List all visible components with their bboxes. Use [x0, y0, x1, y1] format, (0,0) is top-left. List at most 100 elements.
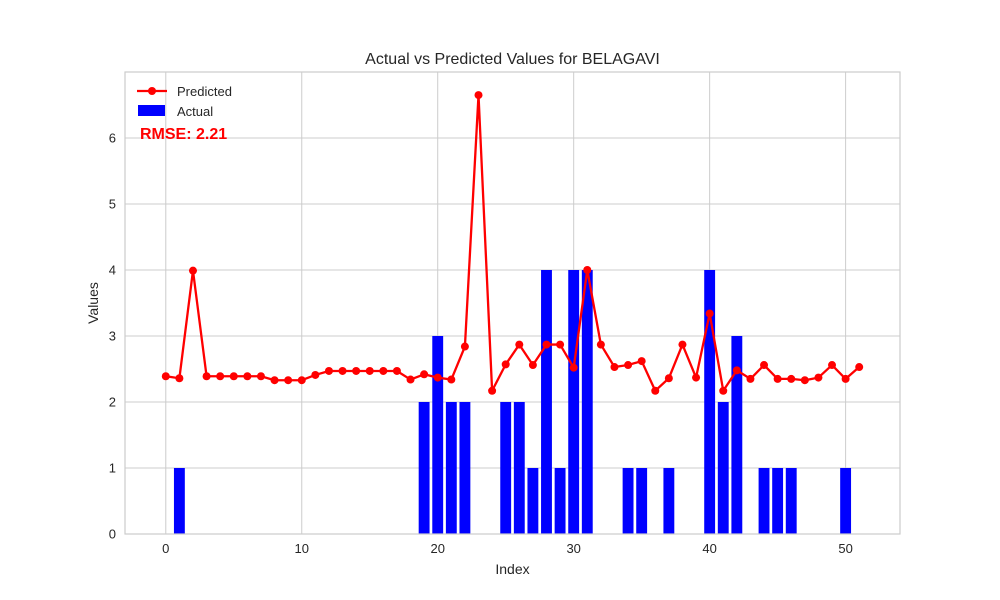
- predicted-point: [460, 342, 469, 351]
- y-tick-label: 0: [109, 527, 116, 542]
- x-tick-label: 0: [162, 541, 169, 556]
- predicted-point: [175, 374, 184, 383]
- legend-label-predicted: Predicted: [177, 84, 232, 99]
- predicted-point: [202, 372, 211, 381]
- predicted-point: [760, 361, 769, 370]
- predicted-point: [787, 374, 796, 383]
- predicted-point: [311, 370, 320, 379]
- tick-labels: 0 10 20 30 40 50 0 1 2 3 4 5 6: [109, 131, 853, 557]
- predicted-point: [596, 340, 605, 349]
- actual-bar: [432, 336, 444, 534]
- predicted-point: [610, 363, 619, 372]
- predicted-point: [542, 340, 551, 349]
- predicted-point: [433, 373, 442, 382]
- predicted-point: [488, 386, 497, 395]
- actual-bar: [445, 402, 457, 534]
- legend-actual-bar-swatch: [138, 105, 165, 116]
- predicted-point: [447, 375, 456, 384]
- predicted-point: [664, 374, 673, 383]
- actual-bar: [758, 468, 770, 534]
- rmse-annotation: RMSE: 2.21: [140, 126, 227, 143]
- plot-area: [125, 72, 900, 534]
- actual-bar: [513, 402, 525, 534]
- legend: Predicted Actual: [137, 84, 232, 119]
- predicted-point: [556, 340, 565, 349]
- predicted-point: [406, 375, 415, 384]
- actual-bar: [717, 402, 729, 534]
- predicted-point: [773, 374, 782, 383]
- predicted-point: [474, 91, 483, 100]
- predicted-point: [392, 366, 401, 375]
- predicted-point: [501, 360, 510, 369]
- predicted-point: [814, 373, 823, 382]
- predicted-point: [420, 370, 429, 379]
- actual-bar: [636, 468, 648, 534]
- actual-bar: [500, 402, 512, 534]
- predicted-point: [270, 376, 279, 385]
- predicted-point: [678, 340, 687, 349]
- predicted-point: [161, 372, 170, 381]
- predicted-point: [705, 309, 714, 318]
- x-tick-label: 50: [838, 541, 852, 556]
- predicted-point: [719, 386, 728, 395]
- predicted-point: [637, 357, 646, 366]
- actual-bar: [704, 270, 716, 534]
- legend-predicted-marker-swatch: [148, 87, 156, 95]
- predicted-series-line: [165, 93, 860, 392]
- x-tick-label: 10: [295, 541, 309, 556]
- x-tick-label: 20: [430, 541, 444, 556]
- predicted-point: [365, 366, 374, 375]
- predicted-point: [243, 372, 252, 381]
- predicted-point: [297, 376, 306, 385]
- actual-bar: [459, 402, 471, 534]
- actual-bar: [173, 468, 185, 534]
- predicted-point: [338, 366, 347, 375]
- predicted-point: [746, 374, 755, 383]
- actual-bars: [173, 270, 852, 534]
- predicted-line: [161, 91, 864, 395]
- predicted-point: [651, 386, 660, 395]
- predicted-point: [229, 372, 238, 381]
- predicted-point: [841, 374, 850, 383]
- predicted-point: [515, 340, 524, 349]
- y-tick-label: 1: [109, 461, 116, 476]
- y-tick-label: 6: [109, 131, 116, 146]
- predicted-point: [583, 266, 592, 274]
- predicted-point: [855, 363, 864, 372]
- actual-bar: [772, 468, 784, 534]
- actual-bar: [418, 402, 430, 534]
- plot-frame: [124, 71, 901, 535]
- predicted-point: [256, 372, 265, 381]
- predicted-point: [352, 366, 361, 375]
- actual-bar: [554, 468, 566, 534]
- predicted-point: [732, 366, 741, 375]
- actual-bar: [731, 336, 743, 534]
- predicted-point: [188, 266, 197, 275]
- actual-bar: [581, 270, 593, 534]
- x-tick-label: 40: [702, 541, 716, 556]
- predicted-point: [216, 372, 225, 381]
- actual-bar: [622, 468, 634, 534]
- actual-bar: [663, 468, 675, 534]
- actual-bar: [541, 270, 552, 534]
- actual-bar: [840, 468, 852, 534]
- actual-bar: [785, 468, 797, 534]
- predicted-point: [800, 376, 809, 385]
- predicted-point: [569, 363, 578, 372]
- actual-bar: [568, 270, 580, 534]
- y-tick-label: 2: [109, 395, 116, 410]
- y-tick-label: 4: [109, 263, 116, 278]
- predicted-point: [692, 373, 701, 382]
- chart-title: Actual vs Predicted Values for BELAGAVI: [365, 51, 660, 68]
- predicted-point: [284, 376, 293, 385]
- predicted-point: [828, 361, 837, 370]
- x-axis-label: Index: [495, 561, 529, 577]
- y-axis-label: Values: [85, 282, 101, 324]
- actual-bar: [527, 468, 539, 534]
- legend-label-actual: Actual: [177, 104, 213, 119]
- predicted-point: [624, 361, 633, 370]
- predicted-point: [324, 366, 333, 375]
- y-tick-label: 5: [109, 197, 116, 212]
- y-tick-label: 3: [109, 329, 116, 344]
